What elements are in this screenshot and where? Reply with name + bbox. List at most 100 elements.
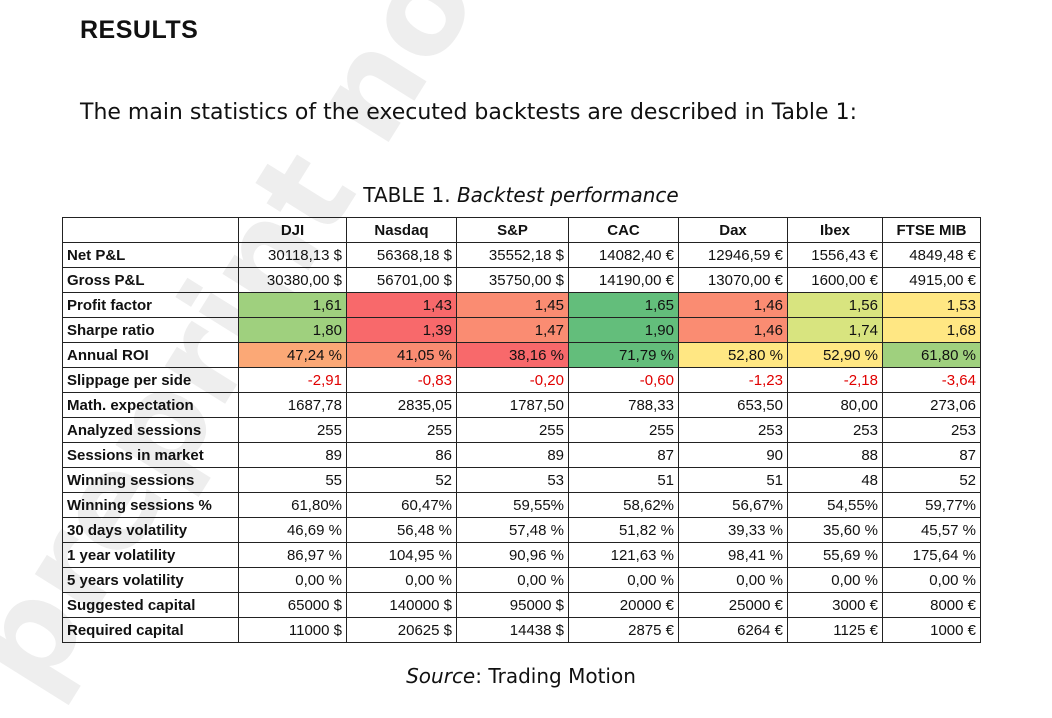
table-cell: 1,56 (787, 292, 883, 318)
table-cell: -0,60 (568, 367, 679, 393)
table-cell: 1787,50 (456, 392, 569, 418)
table-cell: 653,50 (678, 392, 788, 418)
table-cell: 12946,59 € (678, 242, 788, 268)
table-cell: -2,91 (238, 367, 347, 393)
row-label: 1 year volatility (62, 542, 239, 568)
table-cell: 2835,05 (346, 392, 457, 418)
table-cell: 39,33 % (678, 517, 788, 543)
table-cell: 175,64 % (882, 542, 981, 568)
table-cell: 53 (456, 467, 569, 493)
row-label: Sharpe ratio (62, 317, 239, 343)
row-label: Sessions in market (62, 442, 239, 468)
table-cell: 35552,18 $ (456, 242, 569, 268)
table-cell: 255 (568, 417, 679, 443)
table-cell: 88 (787, 442, 883, 468)
table-header-row: DJI Nasdaq S&P CAC Dax Ibex FTSE MIB (62, 217, 981, 243)
table-cell: -0,20 (456, 367, 569, 393)
table-cell: 1687,78 (238, 392, 347, 418)
table-cell: 87 (568, 442, 679, 468)
table-cell: 255 (456, 417, 569, 443)
table-cell: 1,61 (238, 292, 347, 318)
table-row: 30 days volatility 46,69 % 56,48 % 57,48 % 5… (62, 517, 981, 543)
table-cell: 788,33 (568, 392, 679, 418)
table-cell: 86 (346, 442, 457, 468)
table-cell: 52,90 % (787, 342, 883, 368)
table-cell: 14190,00 € (568, 267, 679, 293)
table-cell: 1125 € (787, 617, 883, 643)
row-label: Net P&L (62, 242, 239, 268)
table-cell: -1,23 (678, 367, 788, 393)
table-caption: TABLE 1. Backtest performance (62, 183, 980, 207)
table-cell: 45,57 % (882, 517, 981, 543)
table-cell: 1,90 (568, 317, 679, 343)
table-cell: 2875 € (568, 617, 679, 643)
table-cell: 55 (238, 467, 347, 493)
table-cell: 20000 € (568, 592, 679, 618)
table-cell: 14082,40 € (568, 242, 679, 268)
table-cell: 13070,00 € (678, 267, 788, 293)
table-cell: 6264 € (678, 617, 788, 643)
table-cell: 55,69 % (787, 542, 883, 568)
table-cell: 65000 $ (238, 592, 347, 618)
row-label: Annual ROI (62, 342, 239, 368)
source-label: Source (406, 664, 476, 688)
table-row: Winning sessions % 61,80% 60,47% 59,55% 58,6… (62, 492, 981, 518)
table-cell: 25000 € (678, 592, 788, 618)
table-cell: 253 (678, 417, 788, 443)
table-cell: 0,00 % (882, 567, 981, 593)
table-body: Net P&L 30118,13 $56368,18 $35552,18 $140… (62, 242, 981, 643)
table-cell: 56368,18 $ (346, 242, 457, 268)
table-cell: 38,16 % (456, 342, 569, 368)
table-cell: 1,65 (568, 292, 679, 318)
table-cell: 90 (678, 442, 788, 468)
table-cell: 52 (346, 467, 457, 493)
table-cell: 253 (787, 417, 883, 443)
table-cell: 52 (882, 467, 981, 493)
table-cell: 1,39 (346, 317, 457, 343)
table-cell: 98,41 % (678, 542, 788, 568)
table-row: Slippage per side -2,91 -0,83 -0,20 -0,60 -1,… (62, 367, 981, 393)
table-cell: 0,00 % (787, 567, 883, 593)
table-cell: 60,47% (346, 492, 457, 518)
table-cell: 1,53 (882, 292, 981, 318)
table-cell: 14438 $ (456, 617, 569, 643)
table-row: Net P&L 30118,13 $56368,18 $35552,18 $140… (62, 242, 981, 268)
table-row: Analyzed sessions 255 255 255 255 253 253 253 (62, 417, 981, 443)
table-row: Winning sessions 55 52 53 51 51 48 52 (62, 467, 981, 493)
caption-prefix: TABLE 1. (363, 183, 457, 207)
table-cell: 0,00 % (678, 567, 788, 593)
caption-title: Backtest performance (456, 183, 679, 207)
table-cell: 1556,43 € (787, 242, 883, 268)
table-cell: 54,55% (787, 492, 883, 518)
table-cell: 1,46 (678, 292, 788, 318)
table-cell: 255 (346, 417, 457, 443)
table-row: Gross P&L 30380,00 $56701,00 $35750,00 $1… (62, 267, 981, 293)
table-cell: 46,69 % (238, 517, 347, 543)
row-label: 5 years volatility (62, 567, 239, 593)
column-header: Dax (678, 217, 788, 243)
table-cell: 30118,13 $ (238, 242, 347, 268)
row-label: Slippage per side (62, 367, 239, 393)
table-cell: -2,18 (787, 367, 883, 393)
table-row: Suggested capital 65000 $140000 $95000 $2… (62, 592, 981, 618)
table-cell: 1600,00 € (787, 267, 883, 293)
row-label: Winning sessions (62, 467, 239, 493)
table-cell: 11000 $ (238, 617, 347, 643)
table-cell: 35750,00 $ (456, 267, 569, 293)
table-cell: 58,62% (568, 492, 679, 518)
table-cell: 48 (787, 467, 883, 493)
column-header: Ibex (787, 217, 883, 243)
table-row: Required capital 11000 $20625 $14438 $287… (62, 617, 981, 643)
table-row: Math. expectation 1687,78 2835,05 1787,50 78… (62, 392, 981, 418)
column-header: CAC (568, 217, 679, 243)
table-cell: 0,00 % (456, 567, 569, 593)
table-cell: 140000 $ (346, 592, 457, 618)
table-cell: 61,80% (238, 492, 347, 518)
backtest-performance-table: DJI Nasdaq S&P CAC Dax Ibex FTSE MIB Net P&L 30… (62, 217, 981, 643)
table-source: Source: Trading Motion (62, 664, 980, 688)
column-header: DJI (238, 217, 347, 243)
table-cell: 90,96 % (456, 542, 569, 568)
column-header: Nasdaq (346, 217, 457, 243)
table-cell: 1,68 (882, 317, 981, 343)
table-cell: 255 (238, 417, 347, 443)
